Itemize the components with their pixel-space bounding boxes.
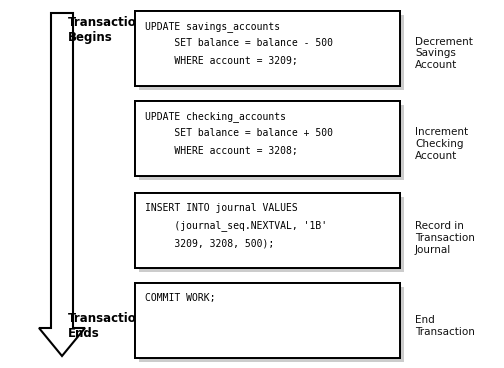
Text: Decrement
Savings
Account: Decrement Savings Account [415, 37, 473, 70]
Text: WHERE account = 3208;: WHERE account = 3208; [145, 146, 298, 156]
Text: INSERT INTO journal VALUES: INSERT INTO journal VALUES [145, 203, 298, 213]
Polygon shape [39, 13, 85, 356]
FancyBboxPatch shape [139, 197, 404, 272]
Text: SET balance = balance - 500: SET balance = balance - 500 [145, 39, 333, 49]
FancyBboxPatch shape [135, 101, 400, 176]
Text: SET balance = balance + 500: SET balance = balance + 500 [145, 128, 333, 138]
Text: WHERE account = 3209;: WHERE account = 3209; [145, 56, 298, 66]
FancyBboxPatch shape [135, 11, 400, 86]
Text: (journal_seq.NEXTVAL, '1B': (journal_seq.NEXTVAL, '1B' [145, 220, 327, 231]
Text: COMMIT WORK;: COMMIT WORK; [145, 293, 216, 303]
FancyBboxPatch shape [139, 15, 404, 90]
Text: UPDATE checking_accounts: UPDATE checking_accounts [145, 111, 286, 122]
Text: Transaction
Begins: Transaction Begins [68, 16, 145, 44]
FancyBboxPatch shape [139, 287, 404, 362]
FancyBboxPatch shape [135, 193, 400, 268]
Text: End
Transaction: End Transaction [415, 315, 475, 337]
FancyBboxPatch shape [135, 101, 400, 176]
FancyBboxPatch shape [135, 283, 400, 358]
FancyBboxPatch shape [135, 11, 400, 86]
FancyBboxPatch shape [135, 283, 400, 358]
Text: 3209, 3208, 500);: 3209, 3208, 500); [145, 238, 274, 248]
FancyBboxPatch shape [139, 105, 404, 180]
Text: Record in
Transaction
Journal: Record in Transaction Journal [415, 222, 475, 255]
Text: Transaction
Ends: Transaction Ends [68, 312, 145, 340]
Text: UPDATE savings_accounts: UPDATE savings_accounts [145, 21, 280, 32]
FancyBboxPatch shape [135, 193, 400, 268]
Text: Increment
Checking
Account: Increment Checking Account [415, 127, 468, 160]
